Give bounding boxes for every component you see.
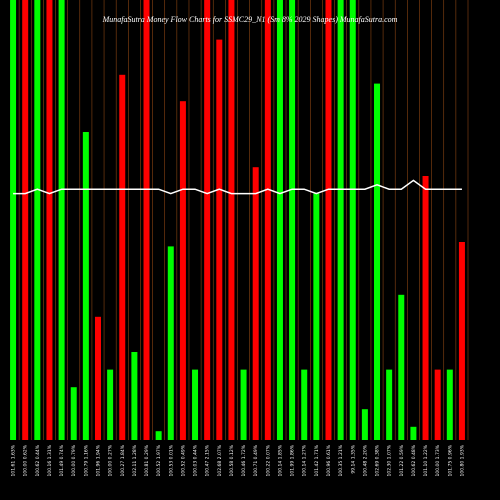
bar xyxy=(216,39,223,440)
bar xyxy=(10,0,17,440)
x-tick-label: 100.80 1.93% xyxy=(459,444,465,476)
bar xyxy=(167,246,174,440)
x-tick-label: 100.52 1.97% xyxy=(156,444,162,476)
x-tick-label: 100.81 0.29% xyxy=(144,444,150,476)
chart-title: MunafaSutra Money Flow Charts for SSMC29… xyxy=(102,15,398,24)
x-tick-label: 101.61 1.63% xyxy=(11,444,17,476)
price-line xyxy=(13,179,462,195)
bar xyxy=(179,101,186,440)
x-tick-label: 100.14 1.85% xyxy=(277,444,283,476)
bar xyxy=(264,0,271,440)
bar xyxy=(446,369,453,440)
bar xyxy=(422,176,429,440)
x-tick-label: 102.68 2.07% xyxy=(217,444,223,476)
x-tick-label: 100.00 0.27% xyxy=(108,444,114,476)
bar xyxy=(143,0,150,440)
bar xyxy=(94,316,101,440)
bar xyxy=(374,83,381,440)
bar xyxy=(349,0,356,440)
bar xyxy=(192,369,199,440)
x-tick-label: 101.10 1.22% xyxy=(423,444,429,476)
x-tick-label: 100.52 0.49% xyxy=(180,444,186,476)
bar xyxy=(410,426,417,440)
x-tick-label: 102.11 1.28% xyxy=(132,444,138,476)
x-tick-label: 101.96 1.94% xyxy=(95,444,101,476)
bar xyxy=(46,0,53,440)
bar xyxy=(434,369,441,440)
bar xyxy=(252,167,259,440)
bar xyxy=(301,369,308,440)
bar xyxy=(204,0,211,440)
x-tick-label: 100.16 1.31% xyxy=(47,444,53,476)
bar xyxy=(337,0,344,440)
x-tick-label: 101.99 1.86% xyxy=(290,444,296,476)
x-tick-label: 102.30 1.07% xyxy=(387,444,393,476)
bar xyxy=(398,294,405,440)
x-tick-label: 100.58 0.12% xyxy=(229,444,235,476)
x-tick-label: 100.53 0.01% xyxy=(168,444,174,476)
x-tick-label: 100.47 2.15% xyxy=(205,444,211,476)
x-tick-label: 100.00 0.62% xyxy=(23,444,29,476)
x-tick-label: 100.62 0.44% xyxy=(35,444,41,476)
x-tick-label: 100.00 1.73% xyxy=(435,444,441,476)
x-tick-label: 100.22 0.07% xyxy=(265,444,271,476)
x-tick-label: 100.03 0.44% xyxy=(193,444,199,476)
x-tick-label: 100.27 1.84% xyxy=(120,444,126,476)
bar xyxy=(119,74,126,441)
bar xyxy=(34,0,41,440)
bar xyxy=(313,193,320,440)
x-tick-label: 101.75 0.96% xyxy=(447,444,453,476)
bar xyxy=(228,0,235,440)
bar xyxy=(289,0,296,440)
x-tick-label: 100.14 1.27% xyxy=(302,444,308,476)
bar xyxy=(240,369,247,440)
bar xyxy=(276,0,283,440)
x-tick-label: 100.71 0.49% xyxy=(253,444,259,476)
bar xyxy=(458,242,465,440)
x-tick-label: 100.48 2.20% xyxy=(362,444,368,476)
x-tick-label: 101.42 1.71% xyxy=(314,444,320,476)
x-tick-label: 100.79 1.16% xyxy=(83,444,89,476)
bar xyxy=(325,0,332,440)
x-tick-label: 101.22 0.59% xyxy=(399,444,405,476)
x-tick-label: 100.00 0.79% xyxy=(71,444,77,476)
bar xyxy=(361,409,368,440)
x-tick-label: 100.46 1.72% xyxy=(241,444,247,476)
x-tick-label: 99.14 1.35% xyxy=(350,444,356,473)
x-tick-label: 100.96 0.61% xyxy=(326,444,332,476)
bar xyxy=(131,352,138,440)
bar xyxy=(155,431,162,440)
bar xyxy=(22,0,29,440)
x-tick-label: 100.62 0.48% xyxy=(411,444,417,476)
x-tick-label: 100.35 1.21% xyxy=(338,444,344,476)
x-tick-label: 102.69 0.38% xyxy=(375,444,381,476)
x-tick-label: 101.49 0.74% xyxy=(59,444,65,476)
bar xyxy=(70,387,77,440)
bar xyxy=(58,0,65,440)
bar xyxy=(386,369,393,440)
bar xyxy=(107,369,114,440)
bar xyxy=(82,132,89,440)
